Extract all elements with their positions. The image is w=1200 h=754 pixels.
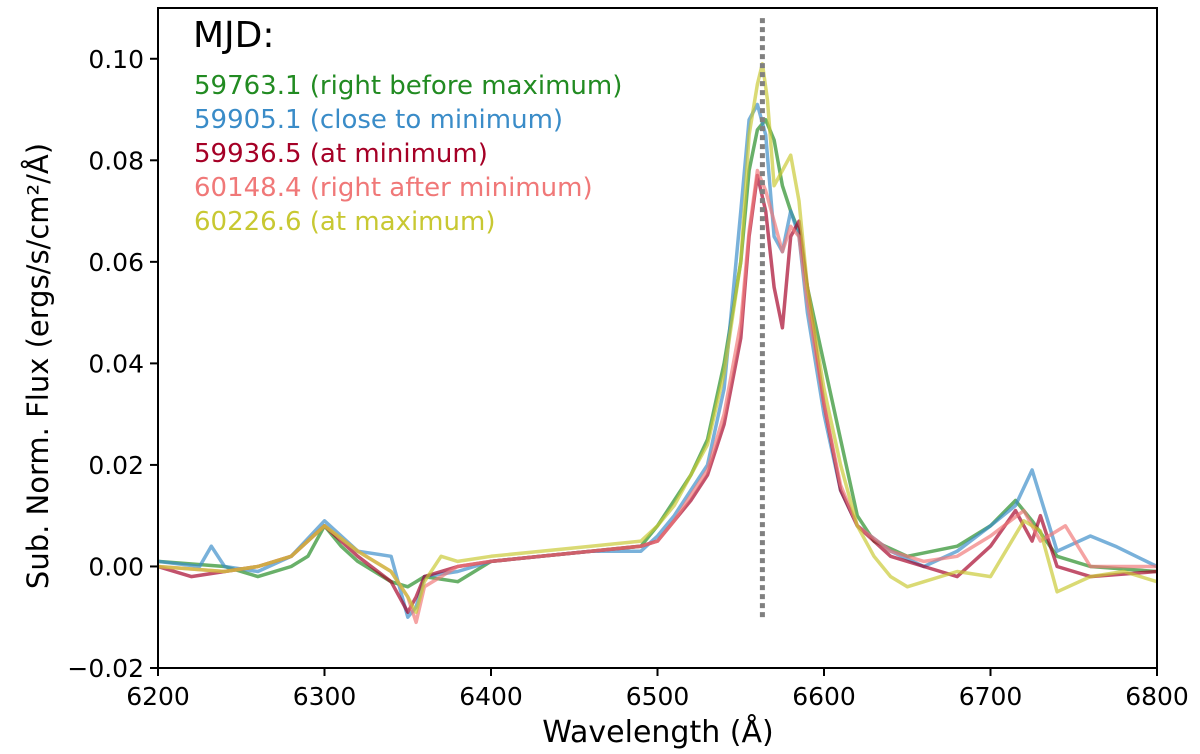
- y-tick-label: 0.10: [88, 45, 144, 74]
- axes-layer: 6200 6300 6400 6500 6600 6700 6800 −0.02 0.00 0.0…: [67, 7, 1189, 711]
- x-tick-label: 6500: [626, 682, 690, 711]
- y-axis-label: Sub. Norm. Flux (ergs/s/cm²/Å): [21, 143, 55, 589]
- x-tick-label: 6700: [959, 682, 1023, 711]
- series-line-2: [158, 173, 1157, 614]
- x-tick-label: 6300: [293, 682, 357, 711]
- legend-entry-2: 59936.5 (at minimum): [194, 139, 488, 169]
- x-tick-label: 6800: [1125, 682, 1189, 711]
- legend-entry-1: 59905.1 (close to minimum): [194, 105, 563, 135]
- y-tick-label: 0.00: [88, 552, 144, 581]
- x-axis-label: Wavelength (Å): [542, 714, 773, 750]
- y-tick-label: 0.02: [88, 451, 144, 480]
- legend: MJD: 59763.1 (right before maximum) 59905.…: [193, 15, 622, 237]
- y-tick-label: 0.04: [88, 349, 144, 378]
- x-tick-label: 6200: [126, 682, 190, 711]
- legend-title: MJD:: [193, 15, 275, 56]
- series-layer: [158, 62, 1157, 625]
- legend-entry-4: 60226.6 (at maximum): [194, 207, 495, 237]
- y-tick-label: 0.06: [88, 248, 144, 277]
- y-tick-label: −0.02: [67, 654, 144, 683]
- series-line-4: [158, 62, 1157, 614]
- legend-entry-0: 59763.1 (right before maximum): [194, 71, 622, 101]
- x-tick-label: 6400: [459, 682, 523, 711]
- x-tick-label: 6600: [792, 682, 856, 711]
- y-tick-label: 0.08: [88, 146, 144, 175]
- legend-entry-3: 60148.4 (right after minimum): [194, 173, 593, 203]
- series-line-1: [158, 102, 1157, 619]
